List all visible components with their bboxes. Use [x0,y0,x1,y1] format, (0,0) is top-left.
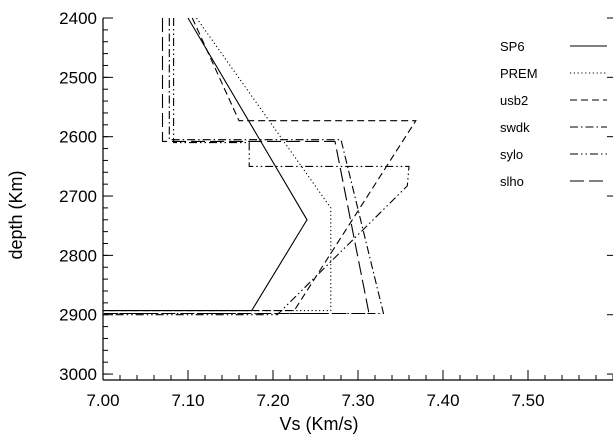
x-tick-label: 7.10 [171,391,204,410]
y-tick-label: 2500 [59,68,97,87]
legend-label-usb2: usb2 [500,93,528,108]
y-tick-label: 2800 [59,246,97,265]
x-tick-label: 7.40 [426,391,459,410]
y-tick-label: 3000 [59,365,97,384]
series-line-swdk [103,18,385,315]
x-axis-title: Vs (Km/s) [280,414,359,434]
x-tick-label: 7.00 [86,391,119,410]
series-layer [103,17,417,316]
legend-label-slho: slho [500,174,524,189]
legend-label-sylo: sylo [500,147,523,162]
series-line-usb2 [103,17,417,312]
y-axis-title: depth (Km) [6,170,26,259]
x-tick-label: 7.30 [341,391,374,410]
series-line-prem [103,17,332,312]
y-tick-label: 2400 [59,9,97,28]
x-tick-label: 7.50 [511,391,544,410]
legend-label-swdk: swdk [500,120,530,135]
legend-label-prem: PREM [500,66,538,81]
series-line-slho [103,18,370,315]
axes: 7.00 7.10 7.20 7.30 7.40 7.50 2400 2500 2600 2700… [59,9,613,410]
legend: SP6 PREM usb2 swdk sylo slho [500,39,607,189]
legend-label-sp6: SP6 [500,39,525,54]
x-tick-label: 7.20 [256,391,289,410]
y-tick-label: 2700 [59,187,97,206]
y-tick-label: 2900 [59,306,97,325]
y-tick-label: 2600 [59,128,97,147]
series-line-sylo [103,18,410,316]
